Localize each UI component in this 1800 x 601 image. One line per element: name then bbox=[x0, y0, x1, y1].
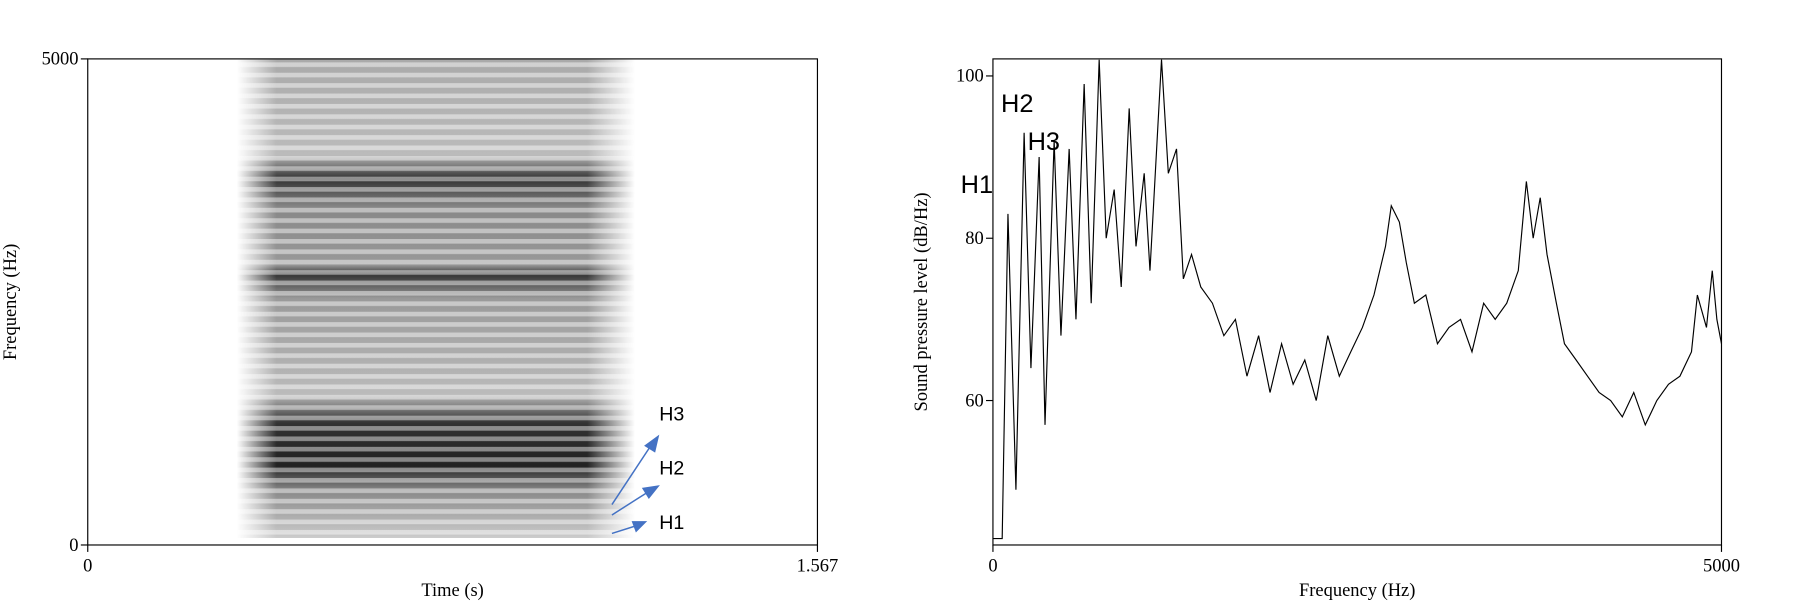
arrow bbox=[611, 490, 651, 516]
plot-frame bbox=[992, 58, 1723, 546]
arrow-head bbox=[631, 521, 648, 533]
y-tick-label: 0 bbox=[69, 535, 78, 555]
spectrogram-image bbox=[236, 58, 636, 539]
annotation: H2 bbox=[1001, 90, 1033, 118]
y-axis-label: Sound pressure level (dB/Hz) bbox=[911, 192, 932, 411]
y-axis-label: Frequency (Hz) bbox=[0, 244, 21, 360]
annotation: H3 bbox=[1028, 128, 1060, 156]
y-tick-label: 60 bbox=[965, 390, 983, 410]
x-axis-label: Frequency (Hz) bbox=[1299, 580, 1415, 601]
arrow bbox=[611, 524, 638, 535]
spectrogram-chart: 0 5000 0 1.567 Time (s) Frequency (Hz) bbox=[0, 49, 838, 601]
annotation: H3 bbox=[659, 403, 684, 425]
spectrum-line bbox=[992, 59, 1723, 540]
x-axis-label: Time (s) bbox=[421, 580, 483, 601]
x-tick-label: 5000 bbox=[1703, 556, 1740, 576]
y-tick-label: 100 bbox=[956, 66, 984, 86]
spectrum-chart: 60 80 100 0 5000 Frequency (Hz) Sound pressure… bbox=[911, 58, 1740, 601]
x-tick-label: 0 bbox=[988, 556, 997, 576]
annotation: H1 bbox=[961, 171, 993, 199]
y-tick-label: 80 bbox=[965, 228, 983, 248]
arrow bbox=[611, 442, 653, 505]
x-tick-label: 0 bbox=[83, 556, 92, 576]
y-tick-label: 5000 bbox=[42, 49, 79, 69]
arrow-head bbox=[644, 434, 660, 453]
x-tick-label: 1.567 bbox=[797, 556, 839, 576]
arrows bbox=[611, 434, 660, 535]
arrow-head bbox=[641, 485, 660, 499]
annotation: H2 bbox=[659, 458, 684, 480]
plot-frame bbox=[87, 58, 819, 546]
annotation: H1 bbox=[659, 512, 684, 534]
